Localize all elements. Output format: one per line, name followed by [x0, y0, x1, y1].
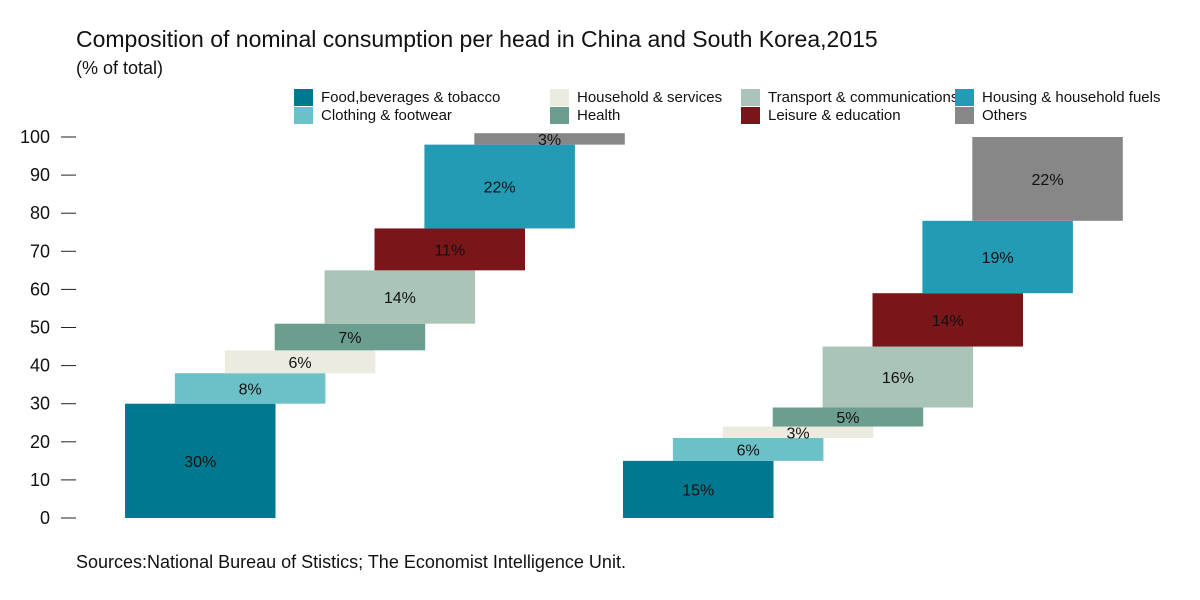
legend-swatch: [294, 107, 313, 124]
legend-item: Housing & household fuels: [955, 89, 1160, 106]
legend-label: Household & services: [577, 89, 723, 106]
bar-2-3: [722, 426, 874, 438]
chart-title: Composition of nominal consumption per h…: [76, 26, 878, 52]
bar-2-8: [972, 137, 1123, 221]
bar-2-6: [872, 293, 1023, 347]
bar-1-7: [424, 144, 575, 229]
y-tick-label: 90: [30, 165, 50, 185]
legend-item: Clothing & footwear: [294, 107, 452, 124]
legend-swatch: [550, 107, 569, 124]
data-label: 30%: [184, 454, 216, 471]
data-label: 15%: [682, 482, 714, 499]
chart-source: Sources:National Bureau of Stistics; The…: [76, 552, 626, 572]
data-label: 22%: [1032, 172, 1064, 189]
legend-item: Leisure & education: [741, 107, 901, 124]
y-tick-label: 50: [30, 318, 50, 338]
legend-label: Others: [982, 107, 1028, 124]
bar-1-1: [125, 403, 276, 518]
y-tick-label: 30: [30, 394, 50, 414]
legend-label: Health: [577, 107, 621, 124]
legend-swatch: [955, 89, 974, 106]
legend-item: Food,beverages & tobacco: [294, 89, 500, 106]
chart-subtitle: (% of total): [76, 58, 164, 78]
data-label: 14%: [384, 290, 416, 307]
bar-1-5: [324, 270, 476, 324]
legend-label: Transport & communications: [768, 89, 959, 106]
legend-swatch: [741, 89, 760, 106]
legend-item: Transport & communications: [741, 89, 958, 106]
data-label: 6%: [288, 355, 311, 372]
bar-1-2: [174, 373, 326, 404]
data-label: 22%: [484, 180, 516, 197]
legend-item: Household & services: [550, 89, 722, 106]
data-label: 16%: [882, 370, 914, 387]
legend-swatch: [294, 89, 313, 106]
data-label: 11%: [434, 242, 465, 259]
y-tick-label: 70: [30, 241, 50, 261]
data-label: 3%: [538, 132, 561, 149]
bar-2-2: [672, 437, 824, 461]
data-label: 14%: [932, 313, 964, 330]
legend-label: Leisure & education: [768, 107, 901, 124]
legend-label: Clothing & footwear: [321, 107, 452, 124]
legend-item: Others: [955, 107, 1027, 124]
y-tick-label: 0: [40, 508, 50, 528]
y-tick-label: 80: [30, 203, 50, 223]
legend-swatch: [550, 89, 569, 106]
y-tick-label: 20: [30, 432, 50, 452]
bar-1-4: [274, 323, 426, 351]
legend-swatch: [741, 107, 760, 124]
legend-label: Food,beverages & tobacco: [321, 89, 501, 106]
bar-1-8: [474, 133, 625, 145]
y-tick-label: 10: [30, 470, 50, 490]
data-label: 6%: [737, 442, 760, 459]
data-label: 7%: [338, 330, 361, 347]
legend-swatch: [955, 107, 974, 124]
bar-2-4: [772, 407, 924, 427]
data-label: 5%: [836, 410, 859, 427]
bar-2-5: [822, 346, 974, 408]
bar-2-1: [623, 460, 774, 518]
data-label: 3%: [786, 425, 809, 442]
bar-1-6: [374, 228, 525, 271]
bar-1-3: [224, 350, 376, 374]
bar-2-7: [922, 220, 1073, 294]
legend: Food,beverages & tobacco Household & serv…: [294, 89, 1184, 127]
y-tick-label: 40: [30, 356, 50, 376]
y-tick-label: 60: [30, 279, 50, 299]
data-label: 19%: [982, 250, 1014, 267]
y-tick-label: 100: [20, 127, 50, 147]
legend-label: Housing & household fuels: [982, 89, 1161, 106]
legend-item: Health: [550, 107, 620, 124]
data-label: 8%: [239, 381, 262, 398]
